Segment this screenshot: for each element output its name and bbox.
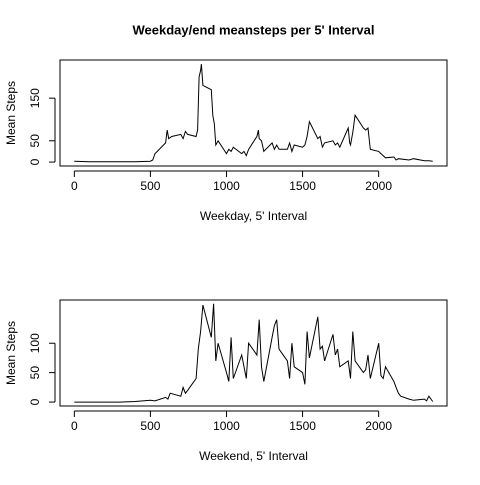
x-axis-label: Weekday, 5' Interval: [200, 209, 307, 223]
x-tick-label: 1000: [213, 179, 240, 193]
y-tick-label: 50: [28, 366, 42, 380]
x-tick-label: 0: [71, 179, 78, 193]
x-axis-label: Weekend, 5' Interval: [199, 449, 308, 463]
x-tick-label: 500: [140, 179, 160, 193]
y-tick-label: 0: [28, 398, 42, 405]
x-tick-label: 1500: [289, 179, 316, 193]
y-tick-label: 0: [28, 158, 42, 165]
x-tick-label: 1500: [289, 419, 316, 433]
chart-title: Weekday/end meansteps per 5' Interval: [132, 22, 374, 37]
y-tick-label: 150: [28, 88, 42, 108]
plot-frame: [59, 59, 448, 167]
y-axis-label: Mean Steps: [4, 321, 18, 385]
data-line: [74, 303, 434, 403]
x-tick-label: 2000: [365, 179, 392, 193]
y-tick-label: 50: [28, 134, 42, 148]
x-tick-label: 0: [71, 419, 78, 433]
data-line: [74, 64, 433, 163]
y-axis-label: Mean Steps: [4, 81, 18, 145]
y-tick-label: 100: [28, 333, 42, 353]
x-tick-label: 2000: [365, 419, 392, 433]
x-tick-label: 1000: [213, 419, 240, 433]
plot-frame: [59, 299, 448, 407]
x-tick-label: 500: [140, 419, 160, 433]
